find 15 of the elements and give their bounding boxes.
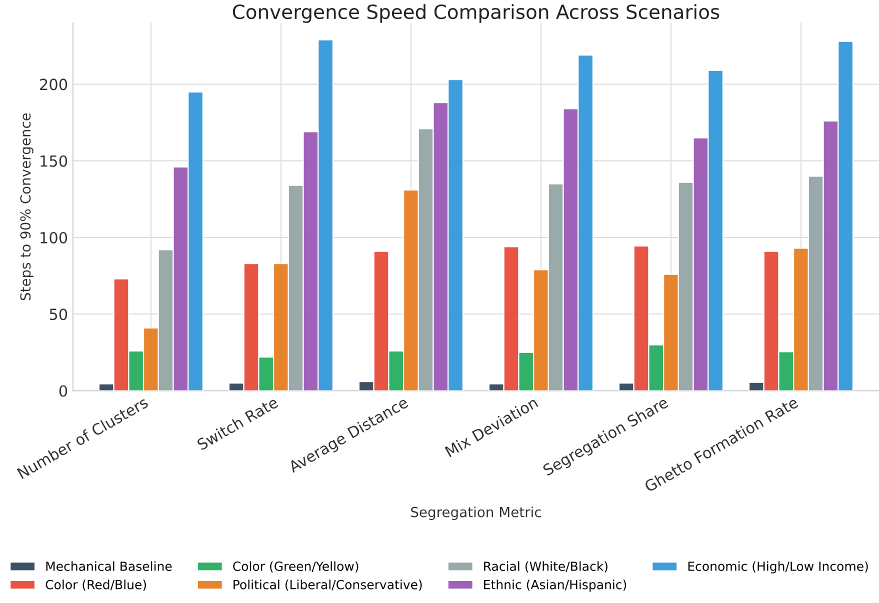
chart-title: Convergence Speed Comparison Across Scenarios: [232, 4, 720, 23]
y-axis-title: Steps to 90% Convergence: [20, 113, 34, 300]
y-tick-label: 200: [40, 78, 68, 90]
legend-label: Racial (White/Black): [484, 561, 608, 572]
y-tick-label: 150: [40, 155, 68, 167]
x-axis-title: Segregation Metric: [411, 506, 541, 520]
y-tick-label: 0: [59, 385, 68, 397]
legend-label: Ethnic (Asian/Hispanic): [484, 580, 626, 592]
legend-label: Economic (High/Low Income): [688, 561, 868, 574]
legend-label: Color (Green/Yellow): [233, 561, 358, 572]
legend-label: Political (Liberal/Conservative): [234, 580, 422, 591]
y-tick-label: 50: [50, 308, 68, 320]
legend-label: Mechanical Baseline: [46, 561, 172, 571]
y-tick-label: 100: [40, 232, 68, 244]
legend-label: Color (Red/Blue): [46, 580, 146, 591]
